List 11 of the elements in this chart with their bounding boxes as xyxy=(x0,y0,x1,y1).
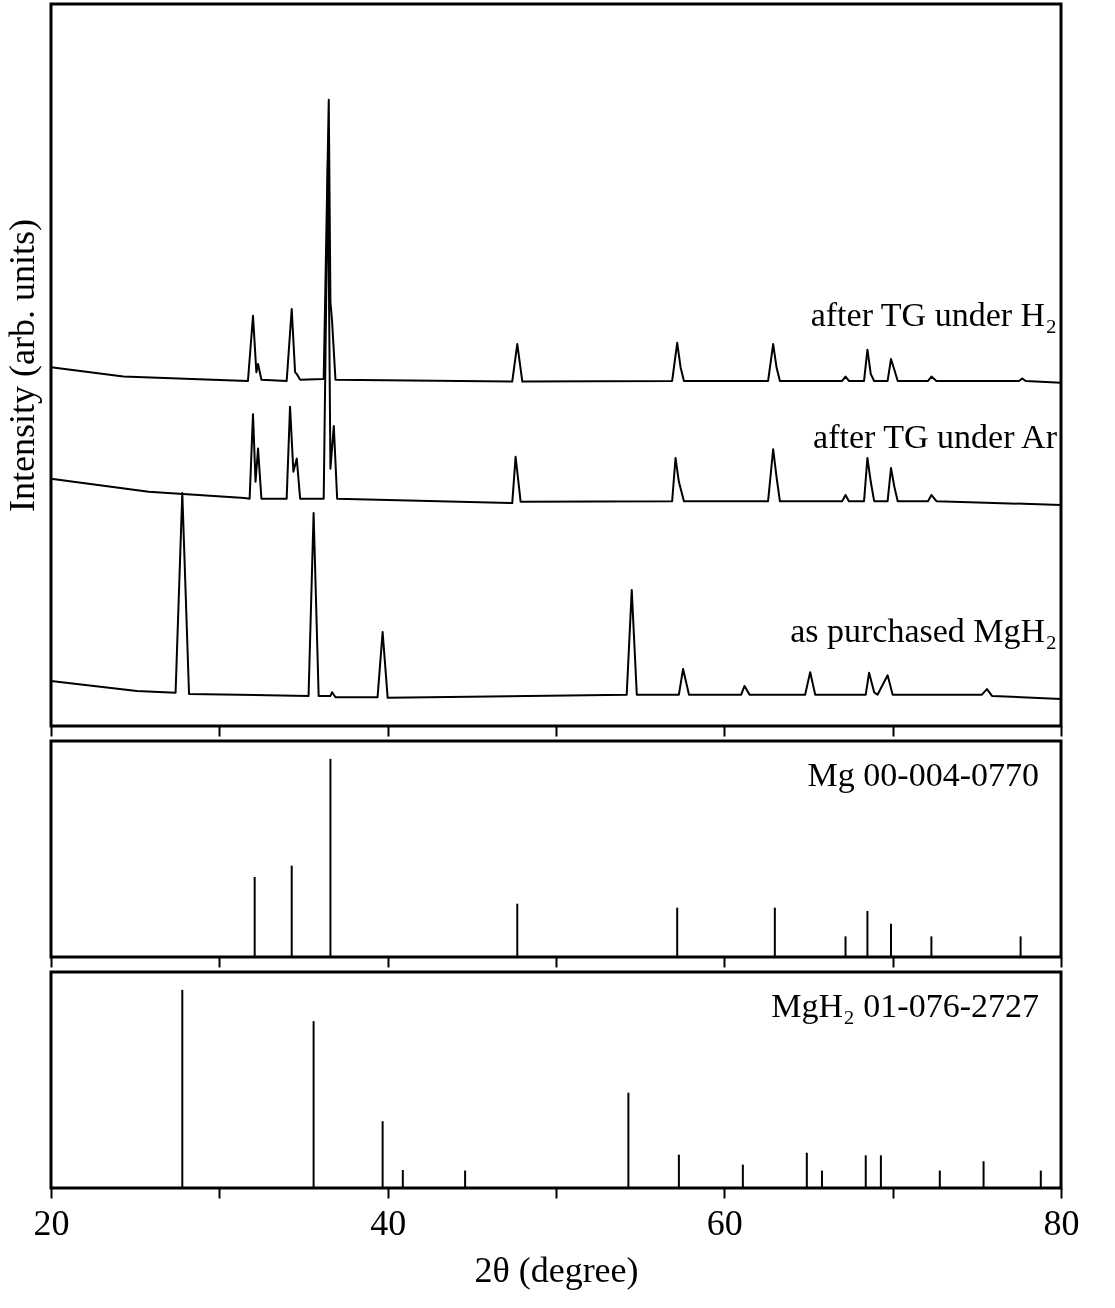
x-tick-label: 80 xyxy=(1043,1202,1080,1243)
x-tick-label: 40 xyxy=(370,1202,407,1243)
x-axis-title: 2θ (degree) xyxy=(474,1249,639,1290)
y-axis-title: Intensity (arb. units) xyxy=(1,219,42,512)
series-label: after TG under Ar xyxy=(813,417,1058,455)
series-label: after TG under H₂ xyxy=(810,295,1057,333)
annotation: Mg 00-004-0770 xyxy=(807,756,1039,793)
x-tick-label: 60 xyxy=(706,1202,743,1243)
series-label: as purchased MgH₂ xyxy=(790,612,1057,650)
annotation: MgH₂ 01-076-2727 xyxy=(771,987,1039,1024)
x-tick-label: 20 xyxy=(33,1202,70,1243)
